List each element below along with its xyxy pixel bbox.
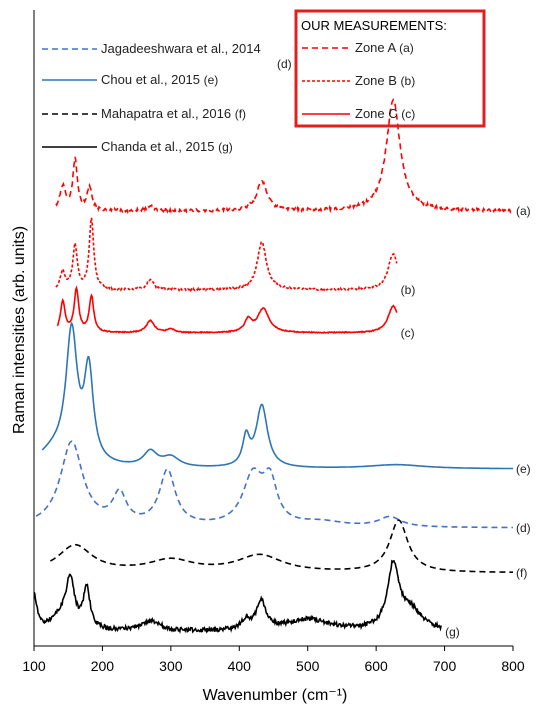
- legend-label: Jagadeeshwara et al., 2014 (d): [101, 41, 292, 71]
- spectrum-line-a: [55, 98, 514, 215]
- x-tick-label: 500: [296, 658, 320, 674]
- x-tick-label: 200: [91, 658, 115, 674]
- x-tick-label: 100: [22, 658, 46, 674]
- legend-tag: (a): [399, 41, 414, 55]
- x-tick-label: 300: [159, 658, 183, 674]
- spectrum-line-g: [33, 559, 442, 634]
- legend-measurements: Zone A (a) Zone B (b) Zone C (c): [302, 40, 415, 121]
- legend-label: Zone C (c): [355, 106, 415, 121]
- series-tag-label: (f): [516, 566, 527, 580]
- legend-literature: Jagadeeshwara et al., 2014 (d)Chou et al…: [42, 41, 292, 154]
- legend-tag: (e): [204, 73, 219, 87]
- measurements-box: [294, 9, 486, 128]
- x-tick-label: 600: [364, 658, 388, 674]
- spectra-group: [33, 98, 514, 634]
- x-axis-title: Wavenumber (cm⁻¹): [203, 687, 348, 704]
- x-tick-label: 800: [501, 658, 525, 674]
- series-tag-label: (b): [401, 283, 416, 297]
- series-tag-label: (c): [401, 326, 415, 340]
- measurements-box-title: OUR MEASUREMENTS:: [301, 18, 447, 33]
- legend-label: Zone A (a): [355, 40, 414, 55]
- legend-label: Chou et al., 2015 (e): [101, 72, 218, 87]
- legend-tag: (f): [235, 107, 246, 121]
- series-tag-label: (a): [516, 204, 531, 218]
- legend-tag: (g): [218, 140, 233, 154]
- series-tag-label: (d): [516, 521, 531, 535]
- spectrum-line-d: [35, 440, 513, 529]
- legend-label: Chanda et al., 2015 (g): [101, 139, 233, 154]
- legend-label: Zone B (b): [355, 73, 415, 88]
- series-tags: (a) (b) (c) (e) (d) (f) (g): [401, 204, 531, 639]
- legend-tag: (b): [401, 74, 416, 88]
- spectrum-line-e: [41, 321, 513, 470]
- spectrum-line-f: [50, 519, 513, 574]
- series-tag-label: (e): [516, 462, 531, 476]
- spectrum-line-b: [55, 217, 398, 293]
- series-tag-label: (g): [445, 625, 460, 639]
- y-axis-title: Raman intensities (arb. units): [11, 226, 28, 434]
- x-tick-labels: 100 200 300 400 500 600 700 800: [22, 646, 525, 674]
- x-tick-label: 700: [433, 658, 457, 674]
- x-tick-label: 400: [228, 658, 252, 674]
- legend-label: Mahapatra et al., 2016 (f): [101, 106, 246, 121]
- legend-tag: (d): [277, 57, 292, 71]
- spectrum-line-c: [56, 285, 398, 335]
- legend-tag: (c): [401, 107, 415, 121]
